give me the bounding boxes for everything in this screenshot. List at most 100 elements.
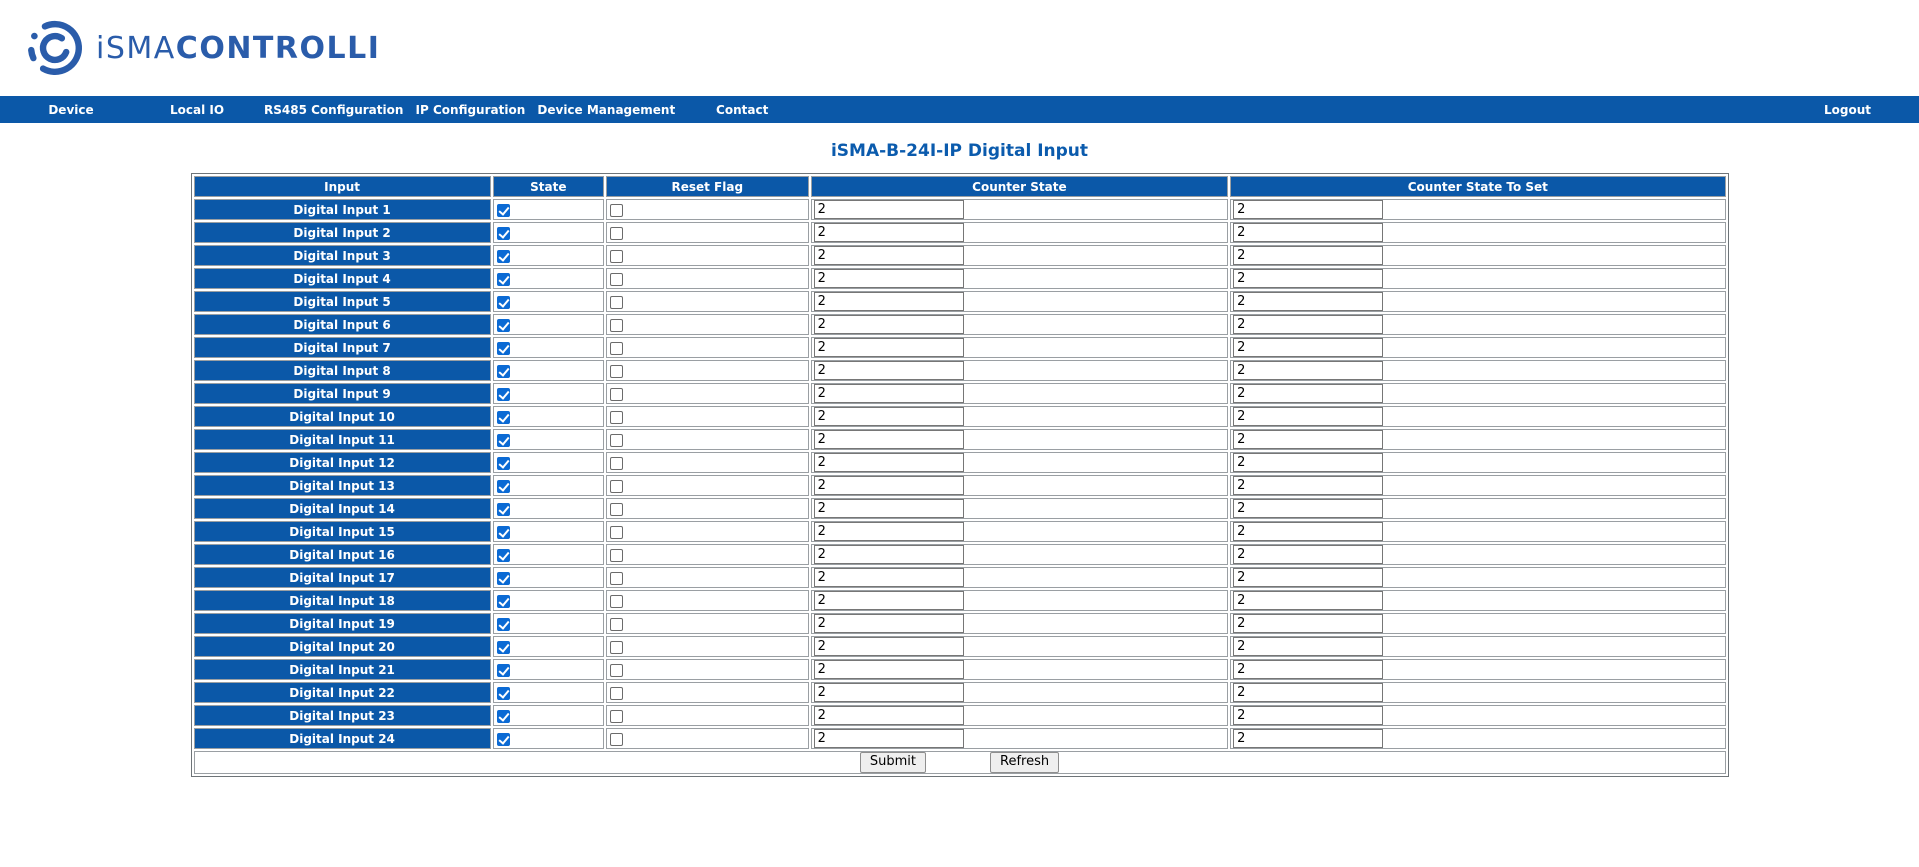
counter-state-input[interactable] <box>813 315 964 334</box>
counter-state-to-set-input[interactable] <box>1233 200 1384 219</box>
counter-state-to-set-input[interactable] <box>1233 407 1384 426</box>
reset-flag-checkbox[interactable] <box>609 203 623 217</box>
nav-item-local-io[interactable]: Local IO <box>169 102 225 117</box>
counter-state-input[interactable] <box>813 292 964 311</box>
counter-state-input[interactable] <box>813 223 964 242</box>
state-checkbox[interactable] <box>496 617 510 631</box>
counter-state-input[interactable] <box>813 568 964 587</box>
state-checkbox[interactable] <box>496 594 510 608</box>
reset-flag-checkbox[interactable] <box>609 479 623 493</box>
state-checkbox[interactable] <box>496 709 510 723</box>
state-checkbox[interactable] <box>496 640 510 654</box>
reset-flag-checkbox[interactable] <box>609 640 623 654</box>
reset-flag-checkbox[interactable] <box>609 663 623 677</box>
state-checkbox[interactable] <box>496 364 510 378</box>
reset-flag-checkbox[interactable] <box>609 456 623 470</box>
state-checkbox[interactable] <box>496 318 510 332</box>
nav-item-device[interactable]: Device <box>48 102 94 117</box>
state-checkbox[interactable] <box>496 272 510 286</box>
counter-state-to-set-input[interactable] <box>1233 292 1384 311</box>
counter-state-to-set-input[interactable] <box>1233 384 1384 403</box>
reset-flag-checkbox[interactable] <box>609 410 623 424</box>
counter-state-to-set-input[interactable] <box>1233 591 1384 610</box>
counter-state-to-set-input[interactable] <box>1233 338 1384 357</box>
reset-flag-checkbox[interactable] <box>609 249 623 263</box>
reset-flag-checkbox[interactable] <box>609 318 623 332</box>
reset-flag-checkbox[interactable] <box>609 594 623 608</box>
counter-state-to-set-input[interactable] <box>1233 706 1384 725</box>
nav-item-ip-configuration[interactable]: IP Configuration <box>415 102 526 117</box>
counter-state-to-set-input[interactable] <box>1233 683 1384 702</box>
counter-state-to-set-input[interactable] <box>1233 361 1384 380</box>
state-checkbox[interactable] <box>496 525 510 539</box>
counter-state-input[interactable] <box>813 545 964 564</box>
reset-flag-checkbox[interactable] <box>609 387 623 401</box>
reset-flag-checkbox[interactable] <box>609 502 623 516</box>
reset-flag-checkbox[interactable] <box>609 709 623 723</box>
nav-item-rs485-configuration[interactable]: RS485 Configuration <box>264 102 404 117</box>
counter-state-input[interactable] <box>813 384 964 403</box>
state-checkbox[interactable] <box>496 479 510 493</box>
counter-state-to-set-input[interactable] <box>1233 476 1384 495</box>
reset-flag-checkbox[interactable] <box>609 732 623 746</box>
reset-flag-checkbox[interactable] <box>609 617 623 631</box>
counter-state-to-set-input[interactable] <box>1233 430 1384 449</box>
counter-state-to-set-input[interactable] <box>1233 269 1384 288</box>
state-checkbox[interactable] <box>496 456 510 470</box>
state-checkbox[interactable] <box>496 341 510 355</box>
state-checkbox[interactable] <box>496 686 510 700</box>
counter-state-input[interactable] <box>813 591 964 610</box>
reset-flag-checkbox[interactable] <box>609 525 623 539</box>
counter-state-to-set-input[interactable] <box>1233 637 1384 656</box>
counter-state-input[interactable] <box>813 522 964 541</box>
nav-item-contact[interactable]: Contact <box>716 102 769 117</box>
counter-state-to-set-input[interactable] <box>1233 660 1384 679</box>
state-checkbox[interactable] <box>496 502 510 516</box>
nav-logout[interactable]: Logout <box>1823 102 1871 117</box>
reset-flag-checkbox[interactable] <box>609 295 623 309</box>
counter-state-input[interactable] <box>813 407 964 426</box>
state-checkbox[interactable] <box>496 249 510 263</box>
counter-state-input[interactable] <box>813 430 964 449</box>
reset-flag-checkbox[interactable] <box>609 272 623 286</box>
reset-flag-checkbox[interactable] <box>609 226 623 240</box>
counter-state-input[interactable] <box>813 246 964 265</box>
counter-state-input[interactable] <box>813 476 964 495</box>
counter-state-input[interactable] <box>813 660 964 679</box>
counter-state-to-set-input[interactable] <box>1233 545 1384 564</box>
counter-state-to-set-input[interactable] <box>1233 453 1384 472</box>
counter-state-to-set-input[interactable] <box>1233 568 1384 587</box>
counter-state-input[interactable] <box>813 729 964 748</box>
counter-state-input[interactable] <box>813 453 964 472</box>
reset-flag-checkbox[interactable] <box>609 364 623 378</box>
state-checkbox[interactable] <box>496 410 510 424</box>
state-checkbox[interactable] <box>496 548 510 562</box>
counter-state-to-set-input[interactable] <box>1233 614 1384 633</box>
counter-state-to-set-input[interactable] <box>1233 223 1384 242</box>
state-checkbox[interactable] <box>496 663 510 677</box>
reset-flag-checkbox[interactable] <box>609 341 623 355</box>
counter-state-to-set-input[interactable] <box>1233 522 1384 541</box>
state-checkbox[interactable] <box>496 226 510 240</box>
counter-state-to-set-input[interactable] <box>1233 499 1384 518</box>
counter-state-input[interactable] <box>813 338 964 357</box>
state-checkbox[interactable] <box>496 295 510 309</box>
state-checkbox[interactable] <box>496 203 510 217</box>
counter-state-input[interactable] <box>813 269 964 288</box>
state-checkbox[interactable] <box>496 732 510 746</box>
counter-state-to-set-input[interactable] <box>1233 246 1384 265</box>
reset-flag-checkbox[interactable] <box>609 548 623 562</box>
nav-item-device-management[interactable]: Device Management <box>537 102 676 117</box>
submit-button[interactable]: Submit <box>859 752 927 774</box>
reset-flag-checkbox[interactable] <box>609 433 623 447</box>
state-checkbox[interactable] <box>496 571 510 585</box>
counter-state-input[interactable] <box>813 361 964 380</box>
counter-state-to-set-input[interactable] <box>1233 315 1384 334</box>
counter-state-input[interactable] <box>813 706 964 725</box>
counter-state-input[interactable] <box>813 637 964 656</box>
counter-state-input[interactable] <box>813 499 964 518</box>
state-checkbox[interactable] <box>496 433 510 447</box>
counter-state-input[interactable] <box>813 614 964 633</box>
reset-flag-checkbox[interactable] <box>609 686 623 700</box>
state-checkbox[interactable] <box>496 387 510 401</box>
